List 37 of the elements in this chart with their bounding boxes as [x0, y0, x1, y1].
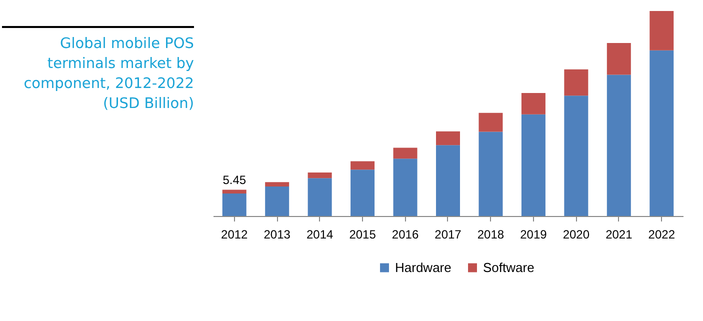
bar	[521, 93, 546, 114]
legend-label: Software	[483, 260, 534, 275]
x-tick-label: 2020	[562, 228, 590, 242]
x-tick-label: 2022	[648, 228, 676, 242]
x-tick-label: 2017	[434, 228, 462, 242]
x-tick-label: 2015	[349, 228, 376, 242]
bar	[478, 132, 503, 216]
legend-label: Hardware	[395, 260, 452, 275]
bar	[478, 112, 503, 132]
bar	[265, 186, 290, 216]
bar	[222, 190, 246, 194]
x-tick-label: 2014	[306, 228, 334, 242]
bar	[436, 145, 460, 216]
x-tick-label: 2021	[606, 228, 633, 242]
bar	[308, 172, 332, 178]
annotation: 5.45	[222, 172, 246, 187]
bar	[222, 193, 246, 216]
x-tick-label: 2016	[392, 228, 419, 242]
x-tick-label: 2013	[264, 228, 291, 242]
x-tick-label: 2019	[520, 228, 548, 242]
bar	[393, 148, 418, 159]
bar	[350, 170, 375, 216]
x-tick-label: 2018	[477, 228, 504, 242]
bar	[350, 161, 375, 170]
bar	[606, 74, 631, 216]
bar	[650, 11, 674, 50]
bar	[564, 69, 588, 96]
bar	[265, 182, 290, 186]
bar	[436, 131, 460, 146]
text: Global mobile POS terminals market by component, 2012-2022 (USD Billion)	[2, 26, 194, 114]
x-tick-label: 2012	[221, 228, 248, 242]
bar	[521, 114, 546, 216]
bar	[650, 50, 674, 216]
bar	[564, 96, 588, 216]
bar	[308, 178, 332, 216]
bar	[393, 158, 418, 216]
bar	[606, 42, 631, 75]
